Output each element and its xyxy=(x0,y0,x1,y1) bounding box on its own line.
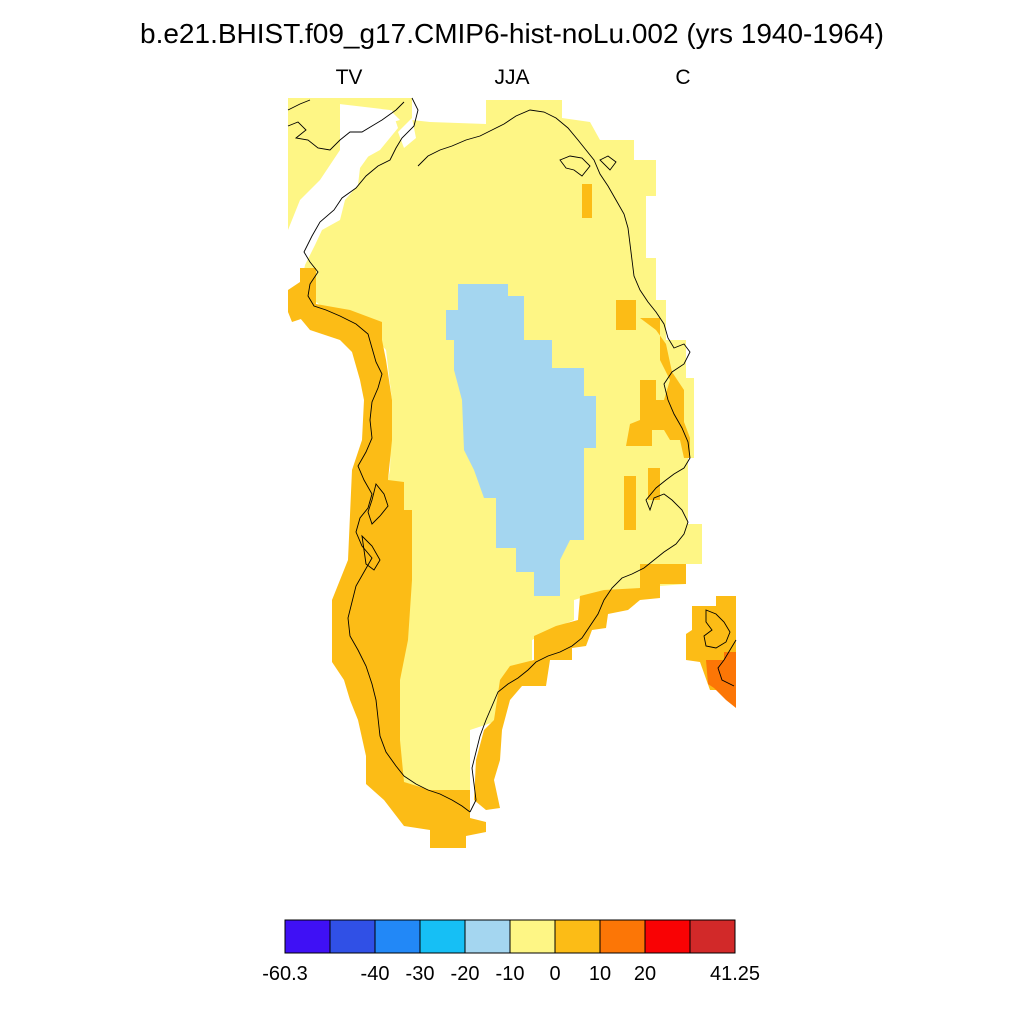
season-label: JJA xyxy=(494,66,530,89)
field-cool-region xyxy=(446,284,596,596)
colorbar-tick-label: -20 xyxy=(451,963,480,985)
colorbar-tick-label: 10 xyxy=(589,963,611,985)
units-label: C xyxy=(675,66,691,89)
colorbar-box xyxy=(509,919,556,954)
colorbar-box xyxy=(329,919,376,954)
colorbar-box xyxy=(464,919,511,954)
colorbar-tick-label: 20 xyxy=(634,963,656,985)
colorbar-tick-label: -60.3 xyxy=(262,963,308,985)
colorbar-tick-label: -30 xyxy=(406,963,435,985)
colorbar-tick-label: 41.25 xyxy=(710,963,760,985)
colorbar-box xyxy=(419,919,466,954)
colorbar-box xyxy=(374,919,421,954)
colorbar-box xyxy=(284,919,331,954)
colorbar-labels: -60.3 -40 -30 -20 -10 0 10 20 41.25 xyxy=(262,963,760,985)
colorbar-box xyxy=(689,919,736,954)
colorbar-boxes xyxy=(284,919,736,954)
colorbar-tick-label: -40 xyxy=(361,963,390,985)
plot-title: b.e21.BHIST.f09_g17.CMIP6-hist-noLu.002 … xyxy=(140,18,884,49)
field-warm-west-margin xyxy=(300,268,486,848)
variable-label: TV xyxy=(335,66,363,89)
colorbar-box xyxy=(644,919,691,954)
colorbar-tick-label: 0 xyxy=(549,963,560,985)
field-warm-southeast-margin xyxy=(474,564,686,810)
colorbar-tick-label: -10 xyxy=(496,963,525,985)
colorbar-box xyxy=(554,919,601,954)
coastline xyxy=(287,97,737,813)
field-hot-island xyxy=(706,652,736,708)
colorbar-box xyxy=(599,919,646,954)
